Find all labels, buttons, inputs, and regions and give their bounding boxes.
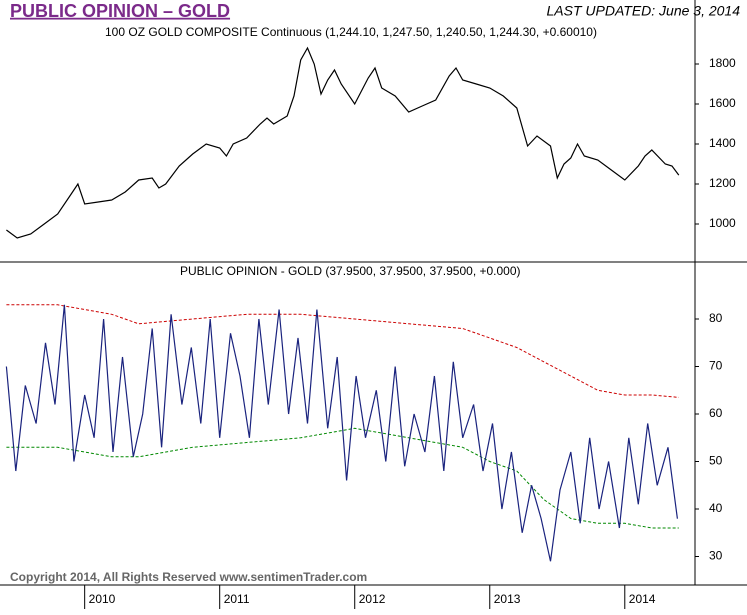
x-tick-label: 2010 [89, 592, 116, 606]
x-tick-label: 2011 [224, 592, 250, 606]
data-line [6, 427, 679, 529]
y-tick-label: 40 [709, 501, 723, 515]
last-updated: LAST UPDATED: June 3, 2014 [547, 3, 741, 19]
y-tick-label: 50 [709, 454, 723, 468]
y-tick-label: 1600 [709, 96, 736, 110]
panel-title: PUBLIC OPINION - GOLD (37.9500, 37.9500,… [180, 264, 521, 278]
panel-title: 100 OZ GOLD COMPOSITE Continuous (1,244.… [105, 25, 597, 39]
y-tick-label: 1400 [709, 136, 736, 150]
copyright: Copyright 2014, All Rights Reserved www.… [10, 570, 367, 584]
y-tick-label: 30 [709, 549, 723, 563]
y-tick-label: 80 [709, 311, 723, 325]
data-line [5, 304, 678, 562]
data-line [6, 304, 679, 398]
data-line [6, 46, 680, 239]
y-tick-label: 1800 [709, 56, 736, 70]
x-tick-label: 2012 [359, 592, 386, 606]
page-title: PUBLIC OPINION – GOLD [10, 1, 230, 21]
x-tick-label: 2013 [494, 592, 521, 606]
x-tick-label: 2014 [629, 592, 656, 606]
y-tick-label: 1200 [709, 176, 736, 190]
y-tick-label: 70 [709, 359, 723, 373]
y-tick-label: 1000 [709, 216, 736, 230]
y-tick-label: 60 [709, 406, 723, 420]
